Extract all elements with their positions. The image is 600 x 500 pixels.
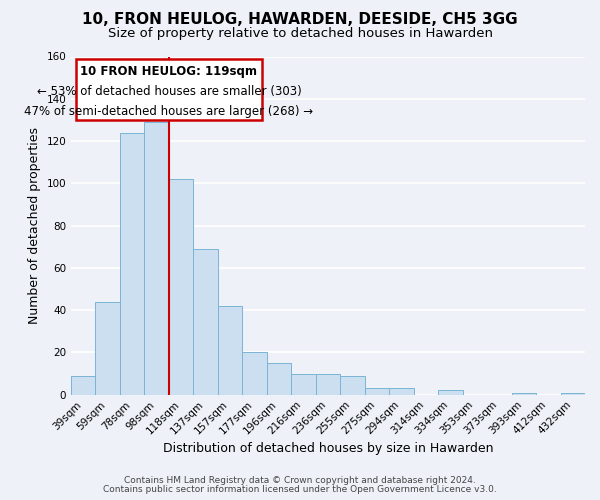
Bar (169, 179, 193, 394)
Text: 47% of semi-detached houses are larger (268) →: 47% of semi-detached houses are larger (… (25, 105, 313, 118)
Bar (316, 374, 340, 394)
Text: ← 53% of detached houses are smaller (303): ← 53% of detached houses are smaller (30… (37, 85, 301, 98)
Text: Contains public sector information licensed under the Open Government Licence v3: Contains public sector information licen… (103, 485, 497, 494)
Bar (389, 388, 413, 394)
Bar (120, 132, 145, 394)
FancyBboxPatch shape (76, 58, 262, 120)
Bar (438, 390, 463, 394)
Text: Contains HM Land Registry data © Crown copyright and database right 2024.: Contains HM Land Registry data © Crown c… (124, 476, 476, 485)
Text: Size of property relative to detached houses in Hawarden: Size of property relative to detached ho… (107, 28, 493, 40)
Bar (71, 376, 95, 394)
Bar (218, 306, 242, 394)
Bar (365, 388, 389, 394)
Bar (291, 374, 316, 394)
Bar (267, 363, 291, 394)
Bar (560, 392, 585, 394)
Bar (145, 122, 169, 394)
Text: 10, FRON HEULOG, HAWARDEN, DEESIDE, CH5 3GG: 10, FRON HEULOG, HAWARDEN, DEESIDE, CH5 … (82, 12, 518, 28)
Bar (193, 249, 218, 394)
Bar (340, 376, 365, 394)
Text: 10 FRON HEULOG: 119sqm: 10 FRON HEULOG: 119sqm (80, 65, 257, 78)
Bar (512, 392, 536, 394)
Bar (95, 302, 120, 394)
X-axis label: Distribution of detached houses by size in Hawarden: Distribution of detached houses by size … (163, 442, 493, 455)
Y-axis label: Number of detached properties: Number of detached properties (28, 127, 41, 324)
Bar (242, 352, 267, 395)
